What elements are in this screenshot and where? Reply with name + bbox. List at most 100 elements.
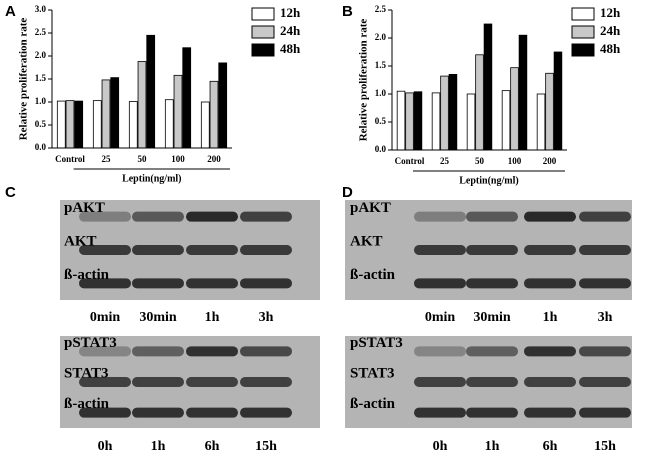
blot-band [524,211,576,222]
bar [74,100,84,149]
blot-band [579,211,631,222]
x-axis-title: Leptin(ng/ml) [459,175,518,186]
bar [545,72,554,151]
y-tick-label: 0.0 [35,142,47,152]
legend-swatch [251,25,275,39]
blot-lane-label: 0h [433,439,448,454]
blot-band [466,278,518,289]
blot-band [186,346,238,357]
blot-band [240,211,292,222]
panel-label: B [342,3,353,20]
blot-band [414,407,466,418]
bar [209,80,219,149]
blot-row-label: pSTAT3 [64,335,117,351]
y-tick-label: 0.5 [375,116,387,126]
legend-swatch [571,25,595,39]
bar [405,92,414,151]
y-axis-title: Relative proliferation rate [18,18,30,141]
blot-band [524,278,576,289]
blot-lane-label: 3h [598,310,613,325]
legend-swatch [571,43,595,57]
blot-row-label: STAT3 [350,365,394,381]
legend-label: 48h [600,41,621,56]
bar [475,54,484,151]
bar [396,90,406,151]
blot-band [524,346,576,357]
blot-band [579,407,631,418]
blot-lane-label: 30min [473,310,511,325]
blot-lane-label: 0min [425,310,456,325]
bar [466,93,476,151]
blot-row-label: ß-actin [64,267,110,283]
y-tick-label: 2.5 [375,4,387,14]
blot-band [132,346,184,357]
bar [92,100,102,149]
x-axis-title: Leptin(ng/ml) [122,173,181,184]
x-tick-label: 50 [475,156,485,166]
panel-label: A [5,3,16,20]
y-tick-label: 3.0 [35,4,47,14]
blot-row-label: ß-actin [350,396,396,412]
y-tick-label: 2.0 [35,50,47,60]
blot-lane-label: 1h [151,439,166,454]
bar [173,74,183,149]
blot-band [466,407,518,418]
bar [431,92,441,151]
x-tick-label: 100 [508,156,522,166]
blot-band [240,377,292,387]
x-tick-label: 200 [207,154,221,164]
blot-band [579,245,631,255]
blot-band [414,377,466,387]
blot-band [186,407,238,418]
legend-swatch [571,7,595,21]
bar [182,47,192,149]
bar [65,100,75,149]
bar [501,90,511,151]
legend-label: 12h [280,5,301,20]
x-tick-label: 25 [102,154,112,164]
blot-band [79,407,131,418]
blot-row-label: AKT [350,233,383,249]
bar [128,101,138,149]
bar [137,61,147,149]
bar [510,67,519,151]
x-tick-label: 100 [171,154,185,164]
blot-band [132,407,184,418]
blot-row-label: pAKT [64,200,105,216]
bar [518,34,528,151]
panel-label: D [342,184,353,201]
blot-lane-label: 30min [139,310,177,325]
x-tick-label: 25 [440,156,450,166]
blot-band [579,377,631,387]
blot-row-label: pAKT [350,200,391,216]
bar [110,77,120,149]
blot-band [524,407,576,418]
blot-band [414,211,466,222]
blot-row-label: AKT [64,233,97,249]
x-tick-label: Control [55,154,85,164]
blot-band [79,278,131,289]
y-tick-label: 0.0 [375,144,387,154]
bar [553,51,563,151]
blot-band [579,346,631,357]
blot-band [240,407,292,418]
blot-band [186,245,238,255]
blot-lane-label: 15h [594,439,616,454]
blot-band [79,245,131,255]
blot-band [186,278,238,289]
bar [483,23,493,151]
legend-label: 12h [600,5,621,20]
bar [164,99,174,149]
blot-band [524,377,576,387]
x-tick-label: 50 [138,154,148,164]
blot-band [466,245,518,255]
y-tick-label: 1.5 [375,60,387,70]
bar [448,74,458,151]
legend-label: 24h [280,23,301,38]
blot-band [466,211,518,222]
bar [146,34,156,149]
blot-lane-label: 1h [485,439,500,454]
bar [200,101,210,149]
blot-band [240,278,292,289]
